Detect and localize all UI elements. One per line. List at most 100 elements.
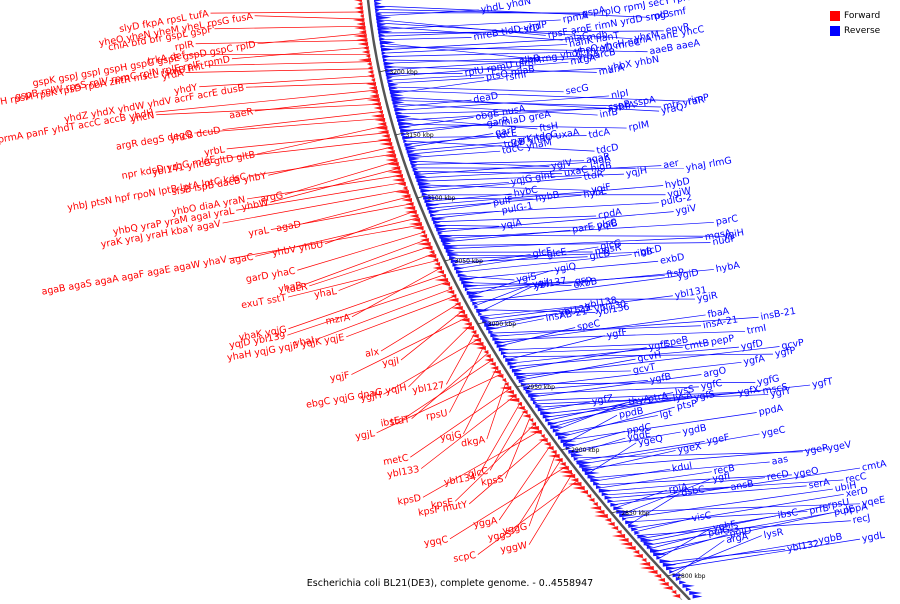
forward-gene-arrow (464, 322, 472, 326)
reverse-gene-label: recD (766, 469, 790, 484)
forward-connector-line (248, 154, 395, 176)
reverse-connector-line (578, 434, 759, 465)
forward-gene-arrow (409, 214, 418, 218)
forward-gene-label: agaC (229, 252, 255, 267)
forward-gene-label: yraL (248, 225, 271, 240)
reverse-gene-label: ygfF (606, 327, 628, 341)
forward-gene-arrow (369, 86, 377, 90)
forward-gene-arrow (492, 370, 501, 374)
reverse-gene-label: ygdB (682, 423, 708, 438)
reverse-gene-label: ygfZ (591, 393, 615, 408)
forward-gene-arrow (454, 314, 467, 318)
reverse-gene-arrow (596, 485, 601, 489)
forward-gene-label: agaD (275, 219, 302, 234)
reverse-gene-arrow (379, 37, 385, 41)
reverse-gene-label: ygfY (769, 386, 792, 400)
forward-gene-arrow (562, 474, 575, 478)
reverse-gene-arrow (610, 503, 618, 507)
forward-gene-arrow (393, 174, 403, 178)
forward-connector-line (214, 26, 365, 29)
forward-gene-arrow (354, 6, 363, 10)
forward-gene-arrow (358, 58, 371, 62)
forward-gene-arrow (502, 378, 506, 382)
forward-connector-line (196, 40, 368, 43)
reverse-gene-arrow (427, 206, 436, 210)
forward-gene-label: argR degS degQ (115, 128, 193, 152)
reverse-gene-arrow (383, 58, 388, 62)
reverse-gene-label: aas (771, 454, 789, 468)
forward-gene-label: agaB agaS agaA agaF agaE agaW yhaV (41, 254, 229, 298)
forward-gene-arrow (409, 222, 422, 226)
forward-gene-label: yqjG (439, 429, 462, 444)
reverse-gene-label: ygeX (677, 441, 703, 456)
forward-gene-arrow (625, 546, 636, 550)
reverse-connector-line (430, 203, 659, 215)
ruler-tick-label: 3100 kbp (427, 195, 455, 202)
forward-gene-arrow (570, 478, 578, 482)
forward-gene-label: ibsE (380, 415, 401, 429)
forward-gene-label: yqjI (381, 356, 400, 370)
reverse-gene-arrow (590, 478, 600, 482)
reverse-gene-arrow (693, 594, 703, 598)
forward-gene-arrow (594, 514, 608, 518)
reverse-gene-arrow (404, 143, 412, 147)
legend-label-forward: Forward (844, 11, 880, 21)
reverse-gene-label: ygiV (675, 203, 698, 218)
forward-gene-arrow (612, 534, 625, 538)
reverse-gene-arrow (391, 93, 404, 97)
reverse-gene-label: ygiD (676, 267, 699, 282)
forward-connector-line (421, 395, 516, 469)
reverse-gene-arrow (454, 266, 464, 270)
reverse-gene-arrow (442, 242, 451, 246)
reverse-gene-arrow (501, 351, 508, 355)
forward-connector-line (257, 125, 387, 154)
reverse-swatch (830, 26, 840, 36)
reverse-gene-arrow (374, 0, 383, 2)
forward-gene-arrow (500, 386, 511, 390)
reverse-gene-label: serA (808, 477, 831, 492)
reverse-gene-arrow (540, 411, 556, 415)
reverse-gene-arrow (397, 118, 409, 122)
forward-gene-arrow (506, 398, 519, 402)
reverse-gene-arrow (476, 309, 489, 313)
reverse-gene-label: ygfB (649, 371, 672, 386)
reverse-gene-label: ygfD (740, 338, 764, 353)
forward-connector-line (255, 16, 365, 19)
forward-gene-label: yggW (500, 540, 529, 556)
reverse-gene-label: yqjH (625, 165, 648, 180)
reverse-gene-label: ygfS (693, 389, 716, 403)
reverse-gene-label: visC (691, 510, 713, 524)
forward-gene-arrow (355, 10, 363, 14)
forward-gene-arrow (618, 538, 628, 542)
forward-gene-arrow (434, 278, 448, 282)
reverse-gene-arrow (495, 340, 506, 344)
forward-gene-arrow (590, 506, 601, 510)
forward-gene-arrow (586, 494, 591, 498)
reverse-gene-label: trmI (746, 323, 767, 337)
forward-gene-arrow (559, 466, 569, 470)
forward-connector-line (156, 104, 381, 115)
reverse-gene-arrow (382, 51, 387, 55)
reverse-gene-label: ygbB (817, 531, 843, 546)
forward-gene-arrow (647, 570, 657, 574)
forward-connector-line (529, 452, 556, 526)
reverse-gene-arrow (545, 418, 551, 422)
reverse-gene-label: lysR (763, 527, 785, 541)
reverse-gene-arrow (628, 524, 639, 528)
forward-gene-arrow (490, 366, 498, 370)
reverse-gene-arrow (374, 2, 381, 6)
forward-swatch (830, 11, 840, 21)
forward-gene-arrow (412, 226, 423, 230)
reverse-gene-label: ygeC (761, 424, 787, 439)
forward-gene-arrow (377, 138, 391, 142)
reverse-gene-arrow (666, 566, 677, 570)
forward-gene-arrow (362, 46, 369, 50)
reverse-gene-arrow (650, 549, 662, 553)
reverse-gene-arrow (656, 556, 661, 560)
forward-gene-arrow (448, 298, 459, 302)
reverse-gene-arrow (433, 220, 441, 224)
reverse-gene-label: argO (703, 365, 728, 380)
forward-gene-arrow (362, 50, 370, 54)
forward-gene-arrow (381, 134, 390, 138)
